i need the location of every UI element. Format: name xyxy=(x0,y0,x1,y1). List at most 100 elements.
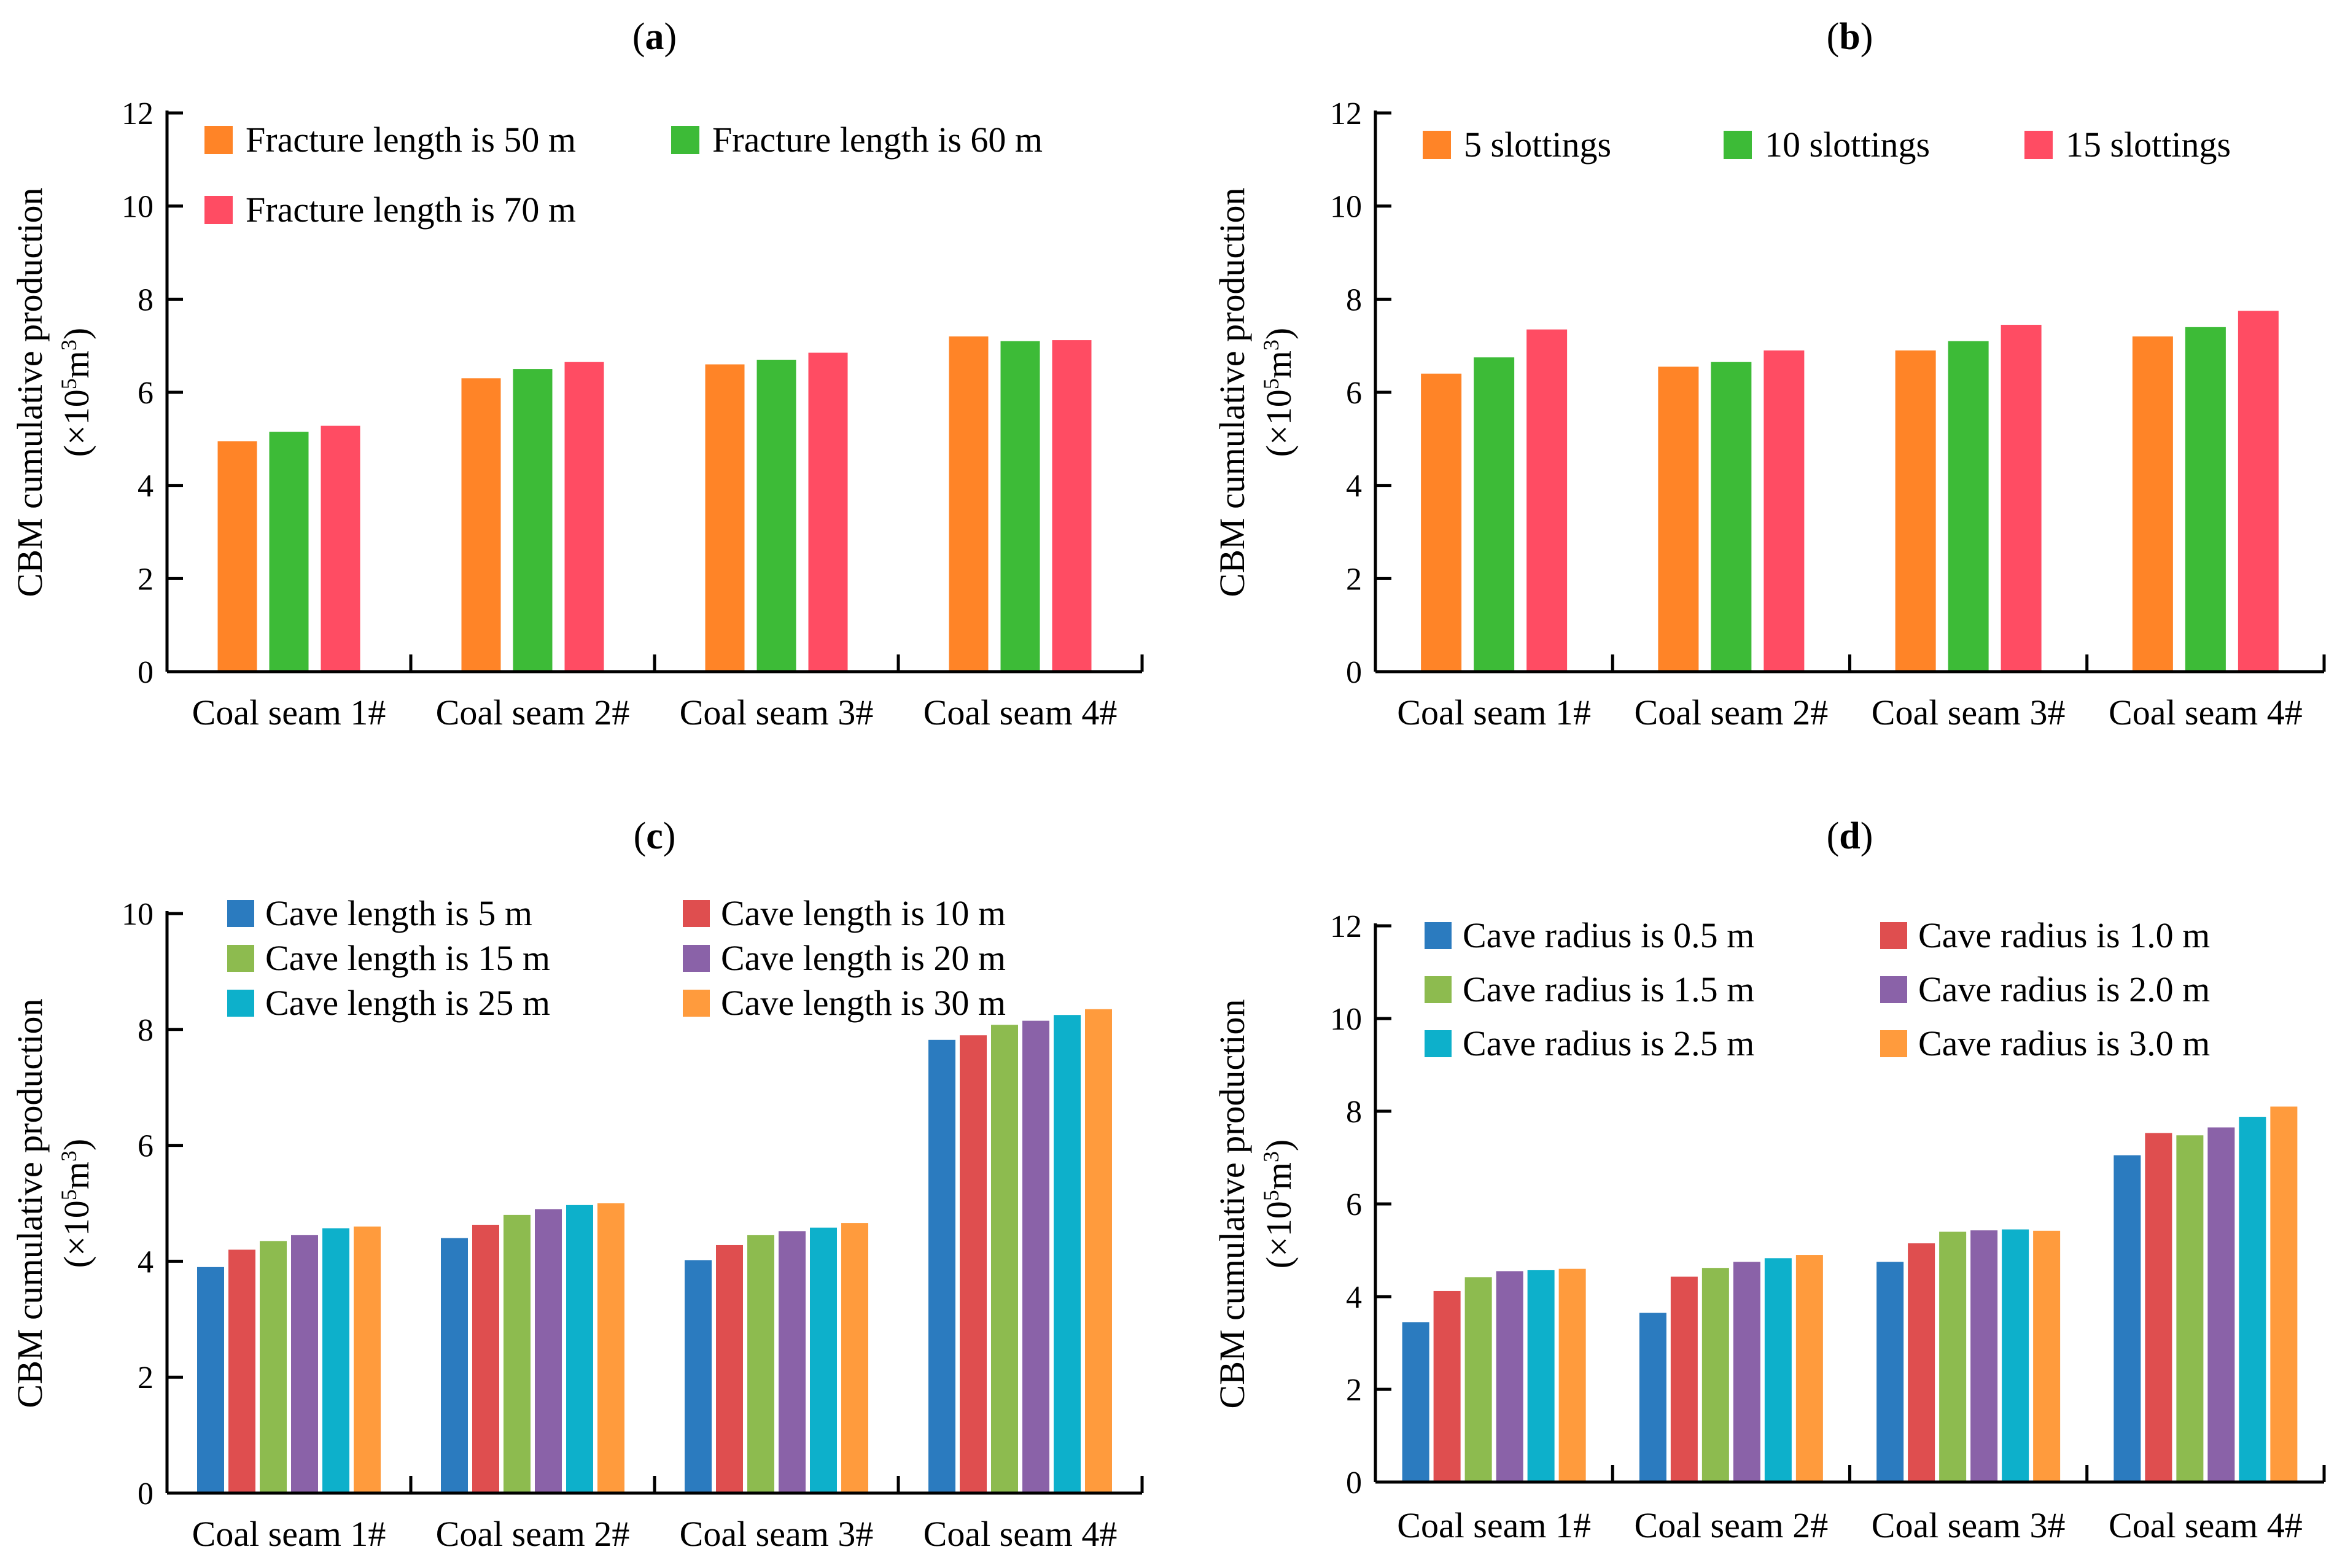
legend-label: Cave length is 25 m xyxy=(265,983,550,1023)
bar xyxy=(1464,1277,1492,1482)
bar xyxy=(716,1244,743,1493)
bar xyxy=(260,1241,287,1493)
bar xyxy=(461,378,501,672)
y-tick-label: 8 xyxy=(1346,282,1362,317)
bar xyxy=(1052,340,1092,672)
y-tick-label: 10 xyxy=(1330,190,1362,225)
unit-suffix: ) xyxy=(56,1139,96,1151)
bar xyxy=(1876,1262,1904,1482)
y-tick-label: 2 xyxy=(138,562,154,597)
y-axis-title-line2: (×105m3) xyxy=(56,1139,96,1268)
y-axis-title: CBM cumulative production (×105m3) xyxy=(10,188,96,597)
y-axis-title-line1: CBM cumulative production xyxy=(10,188,50,597)
legend-label: Cave radius is 2.5 m xyxy=(1463,1023,1754,1063)
legend-label: Fracture length is 70 m xyxy=(246,190,576,230)
panel-label: (d) xyxy=(1827,815,1873,857)
bar xyxy=(810,1227,837,1493)
y-tick-label: 2 xyxy=(1346,562,1362,597)
category-label: Coal seam 2# xyxy=(1635,1505,1829,1545)
y-tick-label: 2 xyxy=(138,1360,154,1395)
bar xyxy=(705,364,745,672)
unit-exponent-2: 3 xyxy=(56,340,81,351)
y-axis-title-line1: CBM cumulative production xyxy=(10,999,50,1408)
panel-label-close: ) xyxy=(663,815,676,857)
y-tick-label: 4 xyxy=(1346,469,1362,504)
legend-swatch xyxy=(683,945,710,972)
category-label: Coal seam 2# xyxy=(436,693,630,732)
category-label: Coal seam 1# xyxy=(192,1514,386,1554)
y-tick-label: 6 xyxy=(1346,1187,1362,1222)
category-label: Coal seam 4# xyxy=(2109,693,2303,732)
legend-label: Cave length is 10 m xyxy=(721,893,1006,933)
legend-label: Cave radius is 3.0 m xyxy=(1918,1023,2210,1063)
bar xyxy=(228,1249,255,1493)
unit-exponent: 5 xyxy=(56,1189,81,1200)
legend-swatch xyxy=(1724,131,1752,159)
bar xyxy=(928,1039,955,1493)
category-label: Coal seam 2# xyxy=(436,1514,630,1554)
bar xyxy=(1764,1258,1792,1482)
legend-label: Cave length is 5 m xyxy=(265,893,532,933)
y-tick-label: 4 xyxy=(138,1244,154,1279)
bar xyxy=(566,1205,593,1493)
legend-swatch xyxy=(683,900,710,927)
bar xyxy=(564,362,604,672)
chart-panel-c: (c)CBM cumulative production (×105m3)Coal… xyxy=(10,815,1144,1554)
bar xyxy=(2176,1135,2204,1482)
panel-label-letter: b xyxy=(1839,16,1860,58)
category-label: Coal seam 1# xyxy=(1397,1505,1591,1545)
legend-label: 5 slottings xyxy=(1464,125,1611,165)
y-tick-label: 4 xyxy=(138,469,154,504)
y-tick-label: 0 xyxy=(138,655,154,690)
legend-swatch xyxy=(1423,131,1451,159)
category-label: Coal seam 1# xyxy=(192,693,386,732)
bar xyxy=(960,1035,987,1493)
bar xyxy=(1795,1255,1823,1482)
bar xyxy=(1701,1268,1729,1482)
unit-exponent: 5 xyxy=(1259,1190,1283,1201)
y-axis-title: CBM cumulative production (×105m3) xyxy=(1212,999,1299,1409)
bar xyxy=(1496,1271,1523,1482)
y-tick-label: 2 xyxy=(1346,1373,1362,1408)
bar xyxy=(2033,1230,2061,1482)
unit-m: m xyxy=(56,1162,96,1189)
y-axis-title-line2: (×105m3) xyxy=(1259,328,1299,457)
category-label: Coal seam 4# xyxy=(924,693,1118,732)
legend-swatch xyxy=(1425,1030,1452,1057)
unit-exponent-2: 3 xyxy=(56,1151,81,1162)
bar xyxy=(756,359,796,672)
legend-swatch xyxy=(1425,976,1452,1003)
unit-suffix: ) xyxy=(1259,328,1299,340)
unit-prefix: (×10 xyxy=(1259,1201,1299,1268)
bar xyxy=(1433,1290,1461,1482)
legend-label: 15 slottings xyxy=(2066,125,2231,165)
legend-swatch xyxy=(1425,922,1452,949)
bar xyxy=(1733,1262,1760,1482)
bar xyxy=(513,369,553,672)
y-tick-label: 8 xyxy=(138,282,154,317)
bar xyxy=(2239,1117,2266,1482)
legend-swatch xyxy=(227,945,254,972)
bar xyxy=(321,425,360,672)
bar xyxy=(841,1223,868,1493)
bar xyxy=(2132,336,2173,672)
unit-m: m xyxy=(56,351,96,378)
y-tick-label: 0 xyxy=(138,1477,154,1512)
bar xyxy=(1639,1313,1666,1482)
category-label: Coal seam 3# xyxy=(680,693,874,732)
bar xyxy=(2001,325,2042,672)
unit-prefix: (×10 xyxy=(56,1200,96,1268)
legend-swatch xyxy=(1880,976,1907,1003)
bar xyxy=(1558,1268,1586,1482)
bar xyxy=(217,441,257,672)
bar xyxy=(779,1231,806,1493)
panel-label-open: ( xyxy=(634,815,647,857)
unit-exponent: 5 xyxy=(1259,378,1283,389)
y-tick-label: 10 xyxy=(1330,1002,1362,1037)
unit-exponent-2: 3 xyxy=(1259,1151,1283,1162)
legend-label: 10 slottings xyxy=(1765,125,1930,165)
category-label: Coal seam 2# xyxy=(1635,693,1829,732)
bar xyxy=(2145,1133,2172,1482)
category-label: Coal seam 1# xyxy=(1397,693,1591,732)
